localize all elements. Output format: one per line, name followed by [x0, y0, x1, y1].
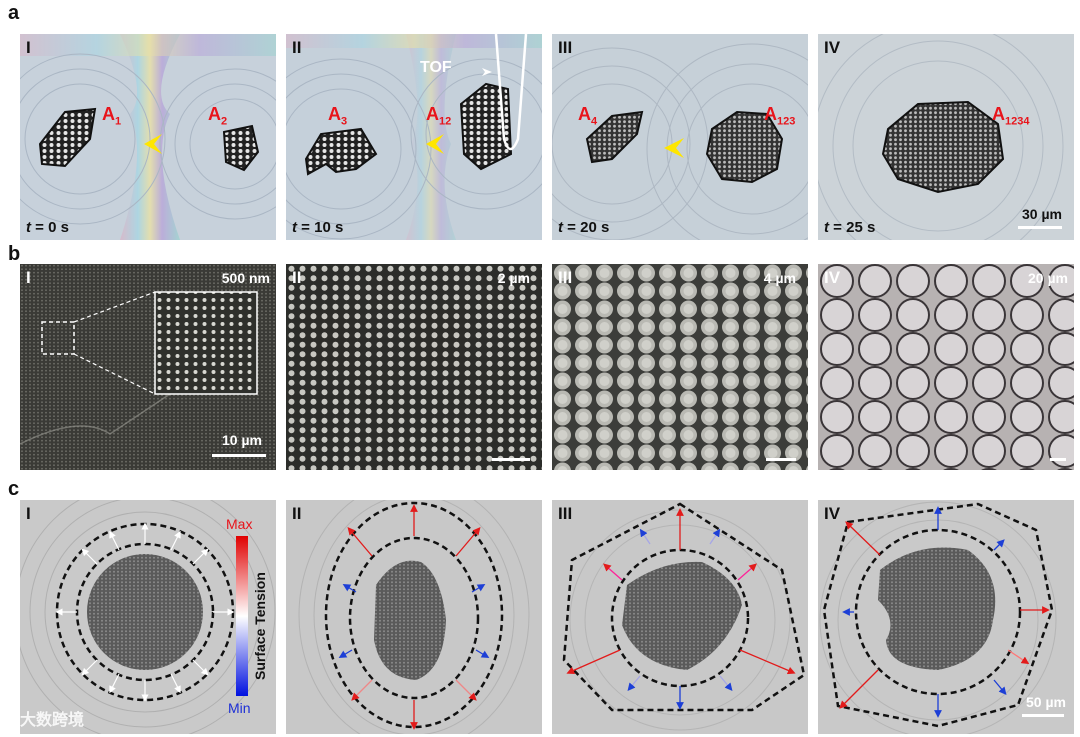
panel-a-1: I A1 A2 t = 0 s: [20, 34, 276, 240]
panel-a-4-image: [818, 34, 1074, 240]
scale-bar-label: 20 µm: [1028, 270, 1068, 286]
panel-b-2-image: [286, 264, 542, 470]
row-label-b: b: [8, 243, 21, 265]
panel-c-2-image: [286, 500, 542, 734]
aggregate-label-a4: A4: [578, 104, 598, 128]
panel-a-3: III A4 A123 t = 20 s: [552, 34, 808, 240]
panel-c-2: II: [286, 500, 542, 734]
panel-b-2: II 2 µm: [286, 264, 542, 470]
inset-scale-label: 500 nm: [221, 270, 270, 286]
surface-tension-colorbar: [236, 536, 248, 696]
aggregate-label-a1: A1: [102, 104, 122, 128]
panel-label: I: [26, 268, 31, 287]
panel-label: I: [26, 38, 31, 57]
tof-label: TOF: [420, 59, 452, 76]
panel-a-1-image: [20, 34, 276, 240]
watermark: 大数跨境: [20, 712, 85, 729]
panel-b-1: I 500 nm 10 µm: [20, 264, 276, 470]
aggregate-label-a1234: A1234: [992, 104, 1030, 128]
panel-b-4-image: [818, 264, 1074, 470]
scale-bar-label: 50 µm: [1026, 694, 1066, 710]
scale-bar: [1050, 458, 1066, 461]
panel-a-4: IV A1234 t = 25 s 30 µm: [818, 34, 1074, 240]
panel-label: IV: [824, 268, 841, 287]
aggregate-label-a2: A2: [208, 104, 228, 128]
scale-bar-label: 4 µm: [763, 270, 796, 286]
scale-bar: [766, 458, 796, 461]
scale-bar-label: 30 µm: [1022, 206, 1062, 222]
panel-label: III: [558, 504, 573, 523]
panel-a-2: II TOF A3 A12 t = 10 s: [286, 34, 542, 240]
panel-label: II: [292, 504, 302, 523]
row-label-a: a: [8, 2, 20, 24]
row-label-c: c: [8, 478, 20, 500]
panel-c-1: I Max Surface Tension Min 大数跨境: [20, 500, 276, 734]
panel-b-3: III 4 µm: [552, 264, 808, 470]
panel-label: IV: [824, 504, 841, 523]
legend-max-label: Max: [226, 516, 253, 532]
scale-bar: [492, 458, 530, 461]
scale-bar: [212, 454, 266, 457]
panel-a-3-image: [552, 34, 808, 240]
time-label: t = 20 s: [558, 219, 610, 236]
panel-label: III: [558, 268, 573, 287]
panel-c-3-image: [552, 500, 808, 734]
aggregate-label-a12: A12: [426, 104, 452, 128]
panel-label: III: [558, 38, 573, 57]
scale-bar-label: 2 µm: [497, 270, 530, 286]
aggregate-label-a123: A123: [764, 104, 796, 128]
panel-c-4-image: [818, 500, 1074, 734]
panel-c-3: III: [552, 500, 808, 734]
panel-c-4: IV 50 µm: [818, 500, 1074, 734]
panel-b-3-image: [552, 264, 808, 470]
panel-b-1-image: [20, 264, 276, 470]
panel-label: II: [292, 38, 302, 57]
legend-title: Surface Tension: [252, 572, 268, 680]
panel-label: IV: [824, 38, 841, 57]
time-label: t = 10 s: [292, 219, 344, 236]
scale-bar-label: 10 µm: [222, 432, 262, 448]
time-label: t = 0 s: [26, 219, 69, 236]
legend-min-label: Min: [228, 700, 251, 716]
panel-c-1-image: [20, 500, 276, 734]
time-label: t = 25 s: [824, 219, 876, 236]
aggregate-label-a3: A3: [328, 104, 348, 128]
scale-bar: [1018, 226, 1062, 229]
panel-label: II: [292, 268, 302, 287]
panel-label: I: [26, 504, 31, 523]
scale-bar: [1022, 714, 1064, 717]
panel-a-2-image: [286, 34, 542, 240]
panel-b-4: IV 20 µm: [818, 264, 1074, 470]
